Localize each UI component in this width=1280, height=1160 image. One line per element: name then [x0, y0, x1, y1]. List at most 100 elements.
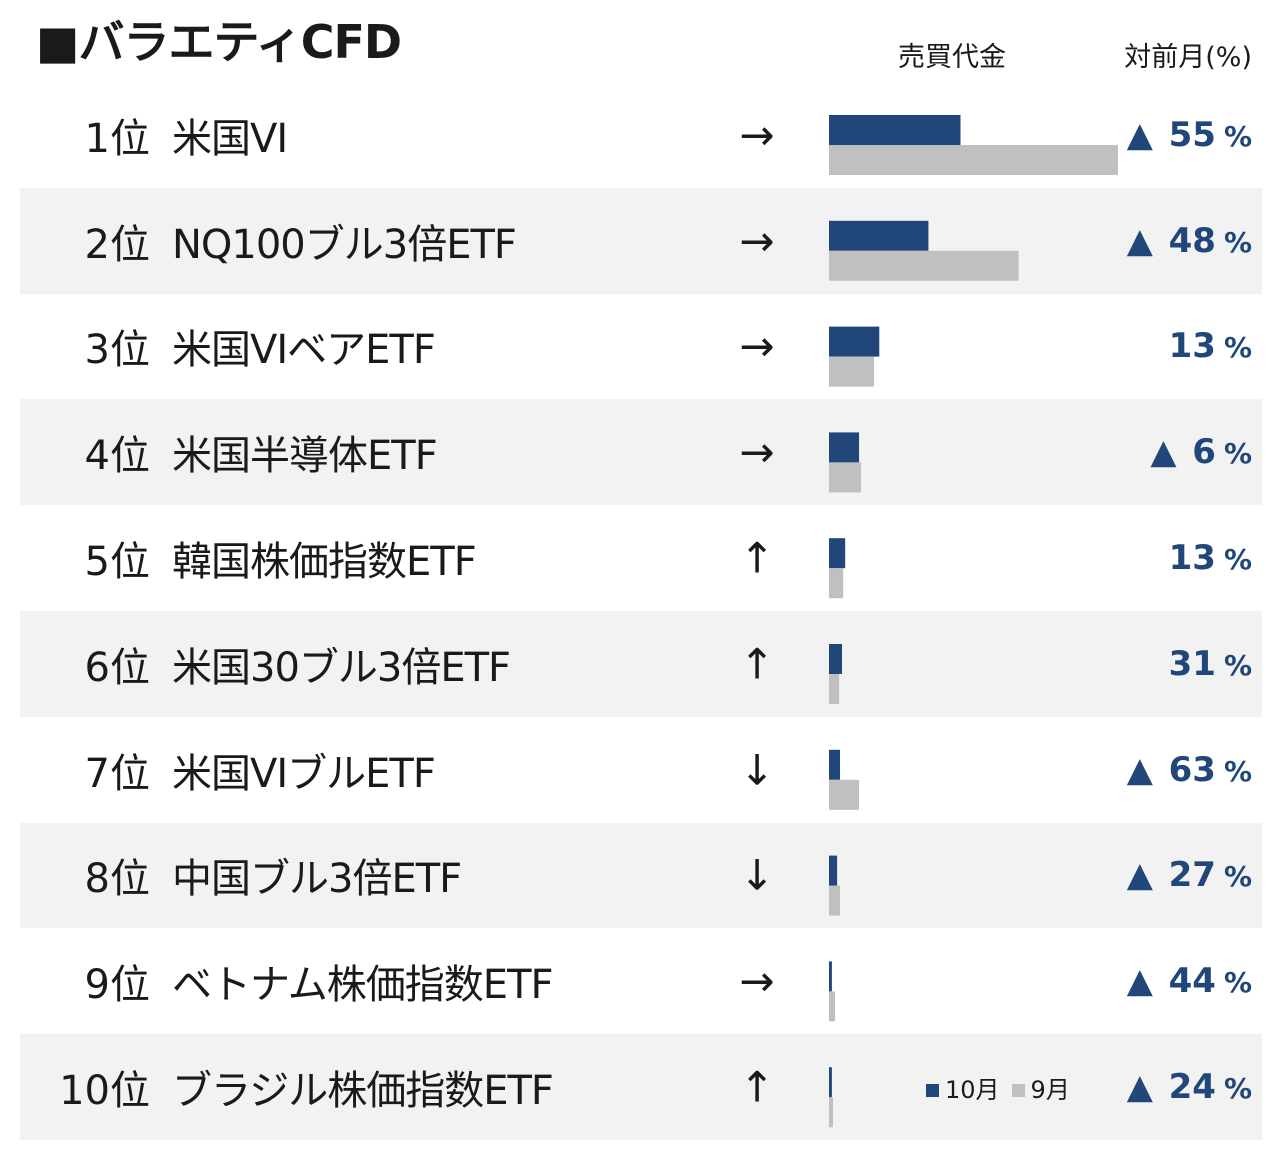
bar-current-10	[829, 1067, 832, 1098]
bar-previous-5	[829, 568, 844, 599]
bar-previous-10	[829, 1097, 834, 1128]
legend-swatch-previous	[1011, 1083, 1025, 1097]
change-header: 対前月(%)	[1124, 42, 1252, 73]
product-name: 米国VIブルETF	[172, 750, 436, 797]
rank-label: 5位	[84, 539, 150, 586]
bar-previous-8	[829, 885, 840, 916]
bar-current-6	[829, 644, 843, 674]
bar-current-3	[829, 326, 880, 357]
up-triangle-icon: ▲	[1150, 432, 1177, 473]
trend-arrow-icon: ↑	[739, 1062, 775, 1112]
legend-label-current: 10月	[945, 1076, 1000, 1104]
trend-arrow-icon: →	[739, 216, 775, 266]
trend-arrow-icon: →	[739, 427, 775, 477]
rank-label: 8位	[84, 856, 150, 903]
trend-arrow-icon: →	[739, 956, 775, 1006]
table-row: 4位 米国半導体ETF → ▲ 6%	[20, 399, 1262, 506]
bar-current-4	[829, 432, 860, 463]
bar-previous-1	[829, 145, 1118, 175]
product-name: 米国VI	[172, 115, 288, 162]
up-triangle-icon: ▲	[1126, 961, 1153, 1002]
table-row: 7位 米国VIブルETF ↓ ▲ 63%	[20, 717, 1262, 823]
table-row: 5位 韓国株価指数ETF ↑ 13%	[20, 505, 1262, 611]
up-triangle-icon: ▲	[1126, 855, 1153, 896]
change-number: 13	[1168, 538, 1216, 579]
bar-current-1	[829, 115, 961, 145]
product-name: ブラジル株価指数ETF	[172, 1068, 554, 1115]
table-row: 8位 中国ブル3倍ETF ↓ ▲ 27%	[20, 822, 1262, 929]
percent-unit: %	[1223, 966, 1252, 1000]
change-value: 13%	[1123, 538, 1252, 578]
trend-arrow-icon: →	[739, 110, 775, 160]
change-number: 63	[1168, 749, 1216, 790]
rank-label: 10位	[59, 1068, 150, 1115]
percent-unit: %	[1223, 648, 1252, 682]
bar-current-9	[829, 961, 832, 992]
volume-header: 売買代金	[898, 42, 1006, 73]
legend-swatch-current	[926, 1083, 939, 1097]
rank-label: 9位	[84, 962, 150, 1009]
product-name: 中国ブル3倍ETF	[172, 856, 462, 903]
percent-unit: %	[1223, 331, 1252, 365]
change-value: ▲ 55%	[1123, 115, 1252, 155]
trend-arrow-icon: ↑	[739, 533, 775, 583]
legend: 10月 9月	[926, 1074, 1082, 1106]
change-value: 31%	[1123, 644, 1252, 684]
ranking-table: 1位 米国VI → ▲ 55% 2位 NQ100ブル3倍ETF → ▲ 48% …	[20, 82, 1262, 1140]
bar-previous-7	[829, 779, 860, 810]
change-value: ▲ 24%	[1123, 1067, 1252, 1107]
change-value: 13%	[1123, 326, 1252, 366]
percent-unit: %	[1223, 860, 1252, 894]
change-number: 6	[1192, 432, 1216, 473]
trend-arrow-icon: ↓	[739, 850, 775, 900]
trading-volume-bars	[829, 115, 1118, 1128]
bar-current-8	[829, 855, 838, 886]
bar-current-7	[829, 749, 840, 780]
up-triangle-icon: ▲	[1126, 749, 1153, 790]
product-name: 米国VIベアETF	[172, 327, 436, 374]
trend-arrow-icon: →	[739, 321, 775, 371]
table-row: 1位 米国VI → ▲ 55%	[20, 82, 1262, 188]
change-value: ▲ 44%	[1123, 961, 1252, 1001]
table-row: 10位 ブラジル株価指数ETF ↑ ▲ 24%	[20, 1034, 1262, 1140]
product-name: 韓国株価指数ETF	[172, 539, 477, 586]
change-number: 48	[1168, 220, 1216, 261]
change-number: 55	[1168, 114, 1216, 155]
change-value: ▲ 48%	[1123, 221, 1252, 261]
percent-unit: %	[1223, 1072, 1252, 1106]
legend-item-previous: 9月	[1011, 1074, 1070, 1106]
product-name: NQ100ブル3倍ETF	[172, 221, 517, 268]
legend-item-current: 10月	[926, 1074, 1000, 1106]
change-number: 24	[1168, 1067, 1216, 1108]
bar-previous-4	[829, 462, 862, 493]
percent-unit: %	[1223, 225, 1252, 259]
table-row: 9位 ベトナム株価指数ETF → ▲ 44%	[20, 928, 1262, 1034]
bar-current-2	[829, 220, 929, 251]
rank-label: 7位	[84, 750, 150, 797]
rank-label: 2位	[84, 221, 150, 268]
trend-arrow-icon: ↑	[739, 639, 775, 689]
percent-unit: %	[1223, 119, 1252, 153]
change-number: 27	[1168, 855, 1216, 896]
percent-unit: %	[1223, 543, 1252, 577]
change-number: 31	[1168, 643, 1216, 684]
up-triangle-icon: ▲	[1126, 220, 1153, 261]
bar-previous-9	[829, 991, 836, 1022]
product-name: ベトナム株価指数ETF	[172, 962, 554, 1009]
rank-label: 1位	[84, 115, 150, 162]
table-row: 3位 米国VIベアETF → 13%	[20, 294, 1262, 400]
up-triangle-icon: ▲	[1126, 114, 1153, 155]
chart-title: ■バラエティCFD	[36, 15, 402, 69]
percent-unit: %	[1223, 754, 1252, 788]
up-triangle-icon: ▲	[1126, 1067, 1153, 1108]
change-number: 44	[1168, 961, 1216, 1002]
rank-label: 6位	[84, 644, 150, 691]
product-name: 米国30ブル3倍ETF	[172, 644, 511, 691]
change-value: ▲ 6%	[1146, 432, 1252, 472]
bar-previous-3	[829, 356, 875, 387]
change-value: ▲ 27%	[1123, 855, 1252, 895]
bar-previous-2	[829, 250, 1019, 281]
trend-arrow-icon: ↓	[739, 745, 775, 795]
bar-current-5	[829, 538, 846, 569]
percent-unit: %	[1223, 437, 1252, 471]
